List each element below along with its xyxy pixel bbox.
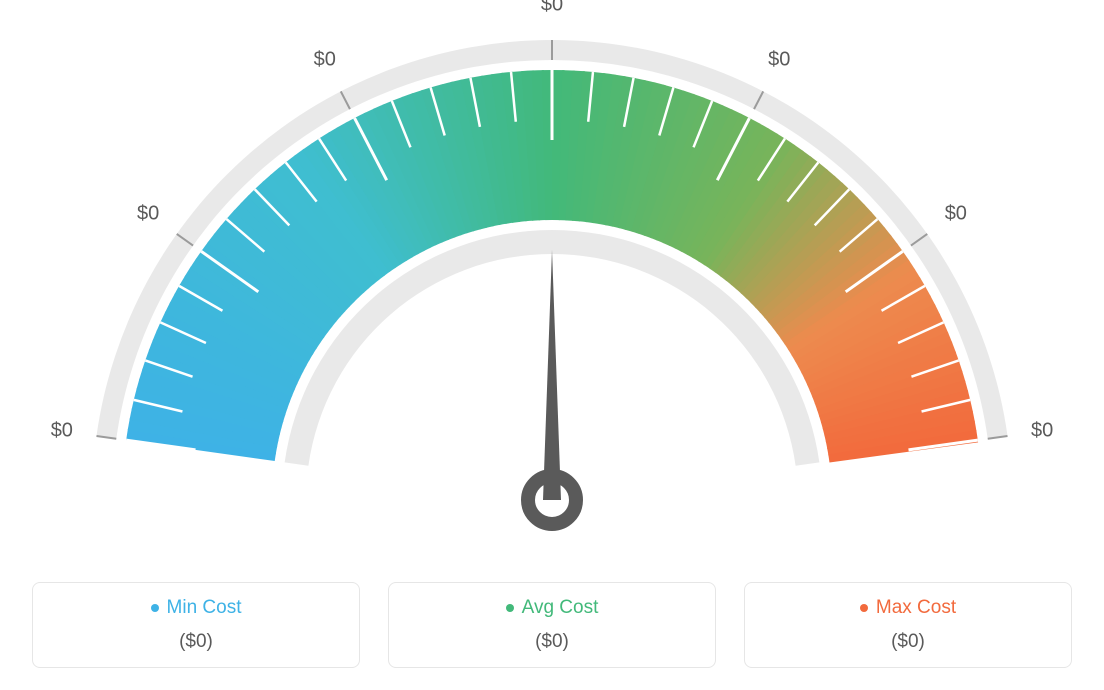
gauge-tick-label: $0 — [541, 0, 563, 17]
gauge-tick-label: $0 — [945, 202, 967, 225]
legend-card-min: Min Cost ($0) — [32, 582, 360, 668]
legend-label-max: Max Cost — [876, 597, 956, 619]
gauge-tick-label: $0 — [1031, 420, 1053, 443]
gauge-tick-label: $0 — [314, 49, 336, 72]
legend-value-min: ($0) — [43, 631, 349, 653]
gauge-svg — [0, 0, 1104, 560]
legend-title-max: Max Cost — [860, 597, 956, 619]
legend-dot-avg — [506, 604, 514, 612]
legend-row: Min Cost ($0) Avg Cost ($0) Max Cost ($0… — [0, 562, 1104, 690]
gauge-chart: $0 $0 $0 $0 $0 $0 $0 — [0, 0, 1104, 560]
gauge-tick-label: $0 — [768, 49, 790, 72]
legend-card-max: Max Cost ($0) — [744, 582, 1072, 668]
legend-title-min: Min Cost — [151, 597, 242, 619]
legend-dot-max — [860, 604, 868, 612]
legend-label-min: Min Cost — [167, 597, 242, 619]
legend-label-avg: Avg Cost — [522, 597, 599, 619]
gauge-tick-label: $0 — [51, 420, 73, 443]
gauge-tick-label: $0 — [137, 202, 159, 225]
legend-card-avg: Avg Cost ($0) — [388, 582, 716, 668]
legend-title-avg: Avg Cost — [506, 597, 599, 619]
legend-value-avg: ($0) — [399, 631, 705, 653]
legend-dot-min — [151, 604, 159, 612]
legend-value-max: ($0) — [755, 631, 1061, 653]
